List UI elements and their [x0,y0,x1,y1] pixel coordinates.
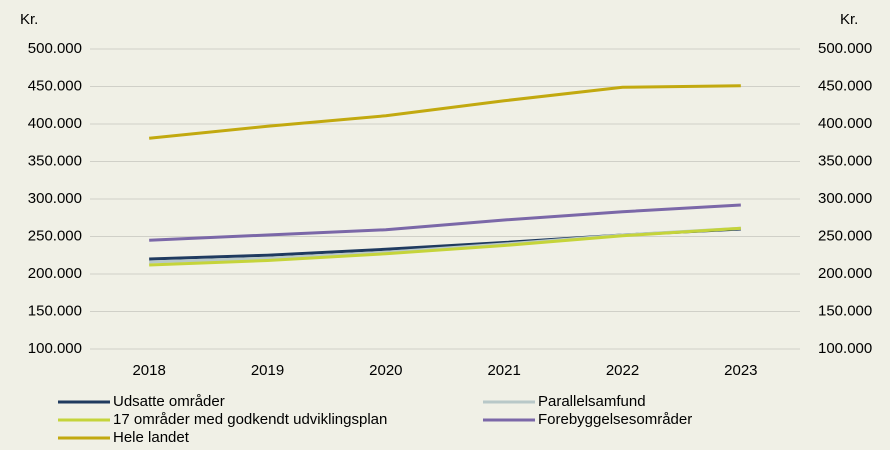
y-tick-label: 350.000 [28,152,82,169]
x-tick-label: 2019 [251,362,284,379]
y2-tick-label: 100.000 [818,340,872,357]
y-tick-label: 400.000 [28,115,82,132]
y-tick-label: 200.000 [28,265,82,282]
y2-tick-label: 500.000 [818,40,872,57]
y2-tick-label: 450.000 [818,77,872,94]
y-tick-label: 300.000 [28,190,82,207]
legend-label: Hele landet [113,429,190,446]
y-tick-label: 450.000 [28,77,82,94]
legend-label: 17 områder med godkendt udviklingsplan [113,411,387,428]
y-tick-label: 100.000 [28,340,82,357]
y2-tick-label: 150.000 [818,302,872,319]
legend-label: Forebyggelsesområder [538,411,692,428]
x-tick-label: 2020 [369,362,402,379]
x-tick-label: 2023 [724,362,757,379]
y-axis-label: Kr. [20,11,38,28]
y2-tick-label: 400.000 [818,115,872,132]
series-line [149,203,741,242]
x-tick-label: 2022 [606,362,639,379]
y-tick-label: 500.000 [28,40,82,57]
legend-label: Udsatte områder [113,393,225,410]
y-tick-label: 250.000 [28,227,82,244]
series-line [149,84,741,140]
legend-label: Parallelsamfund [538,393,646,410]
y2-tick-label: 300.000 [818,190,872,207]
x-tick-label: 2021 [487,362,520,379]
y2-axis-label: Kr. [840,11,858,28]
series-line [149,226,741,267]
y2-tick-label: 250.000 [818,227,872,244]
y2-tick-label: 200.000 [818,265,872,282]
y2-tick-label: 350.000 [818,152,872,169]
x-tick-label: 2018 [132,362,165,379]
y-tick-label: 150.000 [28,302,82,319]
